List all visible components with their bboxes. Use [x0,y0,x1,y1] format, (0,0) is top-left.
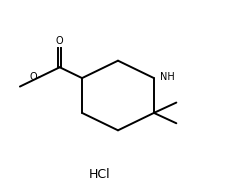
Text: O: O [29,72,37,82]
Text: O: O [56,36,64,46]
Text: NH: NH [160,72,174,82]
Text: HCl: HCl [89,168,111,181]
